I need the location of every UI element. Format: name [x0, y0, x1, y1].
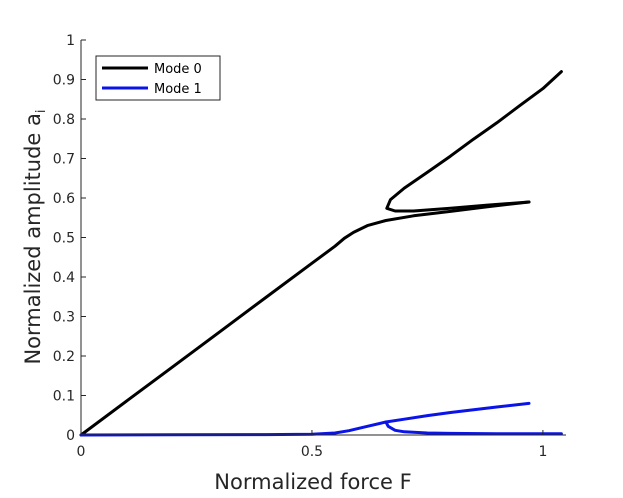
legend: Mode 0 Mode 1: [95, 55, 221, 101]
y-tick-label: 0.3: [53, 310, 75, 326]
y-tick-label: 0.7: [53, 152, 75, 168]
axes-layer: 0 0.5 1 0 0.1 0.2 0.3 0.4 0.5 0.6 0.7 0.8 0.9 1: [53, 33, 566, 460]
y-tick-label: 0.8: [53, 112, 75, 128]
y-tick-label: 0.4: [53, 270, 75, 286]
series-line-mode-1-branch-0: [79, 401, 531, 437]
y-tick-label: 0.1: [53, 389, 75, 405]
y-axis-title-subscript: i: [34, 109, 49, 113]
legend-box: [95, 55, 221, 101]
legend-label-0: Mode 0: [154, 62, 202, 77]
y-axis-title-main: Normalized amplitude a: [21, 113, 45, 364]
series-line-mode-0-branch-0: [79, 200, 531, 437]
y-tick-label: 0: [66, 428, 75, 444]
series-line-mode-1-branch-1: [384, 420, 563, 436]
y-tick-label: 0.9: [53, 73, 75, 89]
y-tick-label: 1: [66, 33, 75, 49]
x-axis-title: Normalized force F: [214, 470, 411, 494]
x-tick-label: 1: [538, 444, 547, 460]
y-tick-label: 0.6: [53, 191, 75, 207]
y-tick-label: 0.2: [53, 349, 75, 365]
x-tick-label: 0.5: [301, 444, 323, 460]
series-layer: [79, 70, 563, 437]
y-axis-title: Normalized amplitude ai: [21, 109, 49, 364]
series-line-mode-0-branch-1: [385, 70, 563, 213]
y-tick-label: 0.5: [53, 231, 75, 247]
legend-label-1: Mode 1: [154, 82, 202, 97]
x-tick-label: 0: [77, 444, 86, 460]
